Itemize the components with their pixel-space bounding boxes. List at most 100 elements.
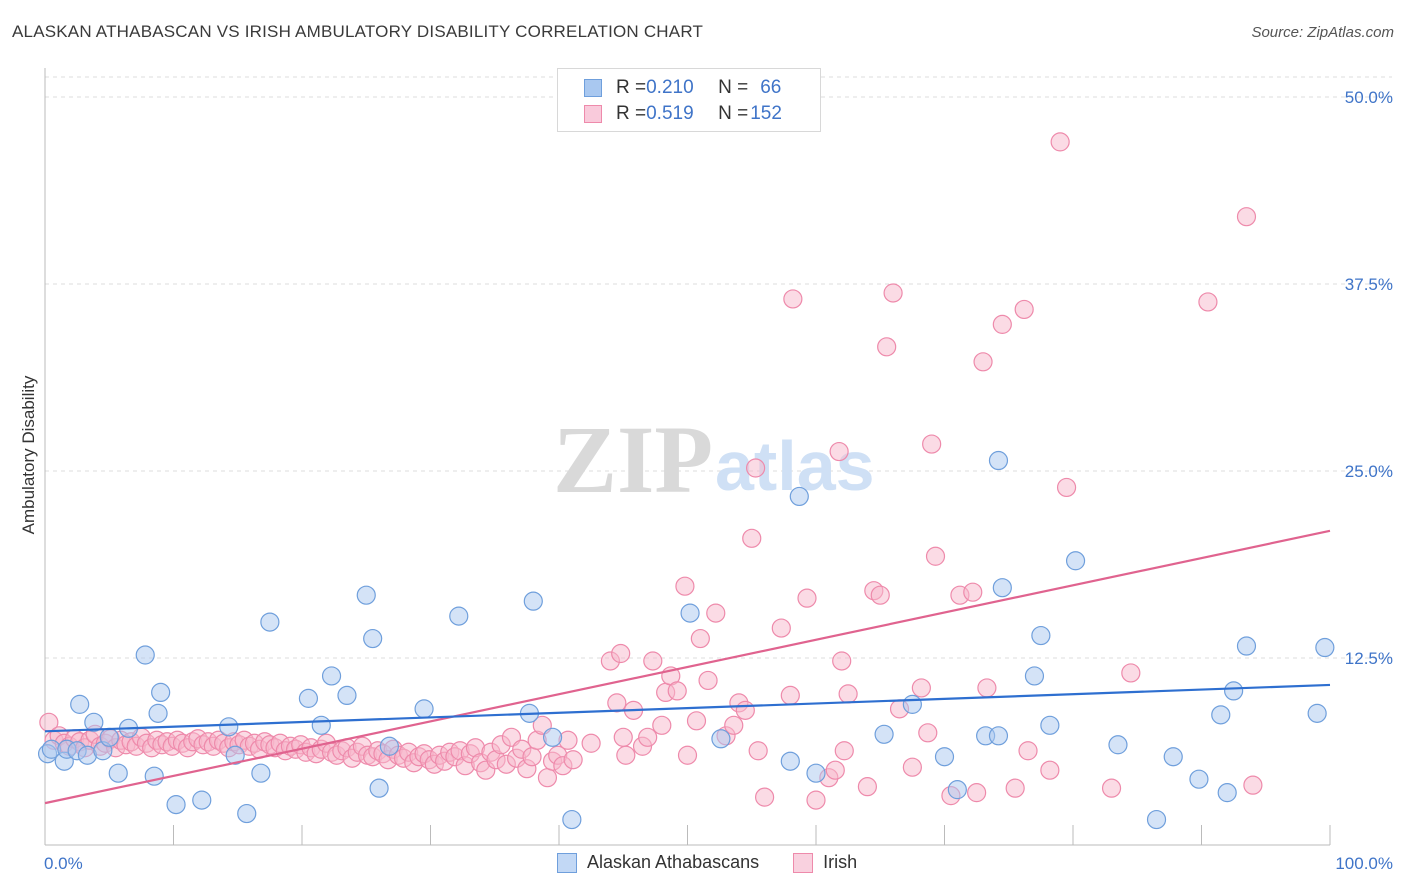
irish-point (870, 585, 890, 605)
athabascan-point (449, 606, 469, 626)
irish-point (581, 733, 601, 753)
athabascan-point (1108, 735, 1128, 755)
y-axis-title: Ambulatory Disability (19, 375, 38, 534)
athabascan-point (874, 724, 894, 744)
athabascan-point (1236, 636, 1257, 656)
athabascan-point (988, 450, 1009, 471)
x-tick-label: 100.0% (1335, 854, 1393, 873)
irish-point (724, 715, 744, 735)
irish-point (1040, 760, 1060, 780)
irish-point (686, 711, 707, 731)
irish-point (780, 685, 800, 706)
athabascan-point (144, 766, 164, 786)
athabascan-point (523, 591, 543, 611)
legend-r-label: R = (616, 103, 647, 124)
irish-point (922, 434, 942, 454)
irish-point (522, 747, 542, 767)
series-label-irish: Irish (823, 852, 858, 872)
legend-r-value: 0.519 (646, 103, 694, 124)
athabascan-point (151, 682, 171, 703)
athabascan-point (1040, 715, 1060, 735)
irish-point (675, 576, 695, 596)
athabascan-point (1146, 809, 1167, 830)
y-tick-label: 12.5% (1345, 649, 1393, 668)
irish-point (902, 757, 922, 777)
athabascan-point (680, 603, 700, 623)
irish-point (667, 681, 687, 701)
legend-row-irish: R = 0.519 N = 152 (584, 103, 782, 125)
athabascan-point (1024, 666, 1045, 686)
watermark-zip: ZIP (553, 406, 713, 513)
irish-point (698, 670, 718, 691)
irish-point (977, 678, 997, 698)
athabascan-point (1031, 625, 1051, 646)
athabascan-point (321, 666, 342, 686)
irish-point (638, 727, 658, 747)
legend-n-value: 152 (750, 103, 782, 124)
athabascan-point (356, 585, 376, 605)
athabascan-point (1307, 703, 1327, 723)
athabascan-point (369, 778, 389, 798)
athabascan-point (1224, 681, 1244, 701)
irish-point (690, 628, 710, 649)
athabascan-point (260, 612, 280, 632)
athabascan-point (84, 712, 104, 732)
y-tick-label: 50.0% (1345, 88, 1393, 107)
athabascan-point (298, 688, 319, 708)
source-label: Source: ZipAtlas.com (1251, 24, 1394, 41)
athabascan-points (37, 450, 1335, 830)
irish-point (838, 684, 858, 704)
chart-title: ALASKAN ATHABASCAN VS IRISH AMBULATORY D… (12, 22, 704, 41)
irish-point (834, 741, 854, 761)
irish-point (537, 768, 558, 788)
athabascan-point (1163, 747, 1183, 767)
irish-point (677, 745, 698, 765)
irish-point (1198, 292, 1218, 312)
irish-point (1243, 775, 1263, 795)
irish-point (771, 618, 791, 638)
irish-point (967, 783, 987, 803)
athabascan-point (902, 694, 922, 714)
irish-point (742, 528, 762, 548)
irish-point (616, 745, 636, 765)
athabascan-point (414, 699, 434, 719)
irish-point (748, 741, 768, 761)
athabascan-point (70, 694, 90, 714)
irish-point (911, 678, 931, 698)
irish-point (973, 352, 993, 372)
athabascan-point (108, 763, 128, 783)
athabascan-point (363, 628, 383, 649)
athabascan-point (542, 727, 563, 747)
athabascan-point (806, 763, 826, 783)
athabascan-point (379, 736, 399, 756)
y-tick-label: 37.5% (1345, 275, 1393, 294)
athabascan-point (1211, 705, 1231, 725)
irish-point (918, 723, 938, 743)
irish-point (735, 700, 755, 720)
irish-point (797, 588, 817, 608)
athabascan-trend-line (44, 683, 1331, 733)
series-swatch-blue (557, 852, 577, 873)
athabascan-point (311, 715, 331, 735)
irish-point (1056, 477, 1077, 498)
irish-point (925, 546, 946, 566)
irish-point (783, 289, 803, 309)
irish-point (613, 727, 633, 747)
irish-point (992, 314, 1012, 334)
irish-point (746, 458, 766, 478)
irish-point (643, 651, 663, 671)
correlation-legend: R = 0.210 N = 66 R = 0.519 N = 152 (557, 68, 821, 132)
trend-lines (44, 529, 1331, 805)
irish-point (611, 643, 631, 664)
athabascan-point (148, 703, 168, 723)
athabascan-point (789, 486, 809, 507)
athabascan-point (711, 729, 731, 749)
legend-swatch-blue (584, 79, 602, 97)
series-label-athabascan: Alaskan Athabascans (587, 852, 760, 872)
series-legend-irish: Irish (793, 852, 857, 873)
irish-point (1005, 778, 1025, 798)
athabascan-point (237, 803, 257, 824)
legend-n-value: 66 (760, 77, 782, 98)
athabascan-point (1065, 551, 1086, 571)
irish-point (829, 441, 849, 462)
